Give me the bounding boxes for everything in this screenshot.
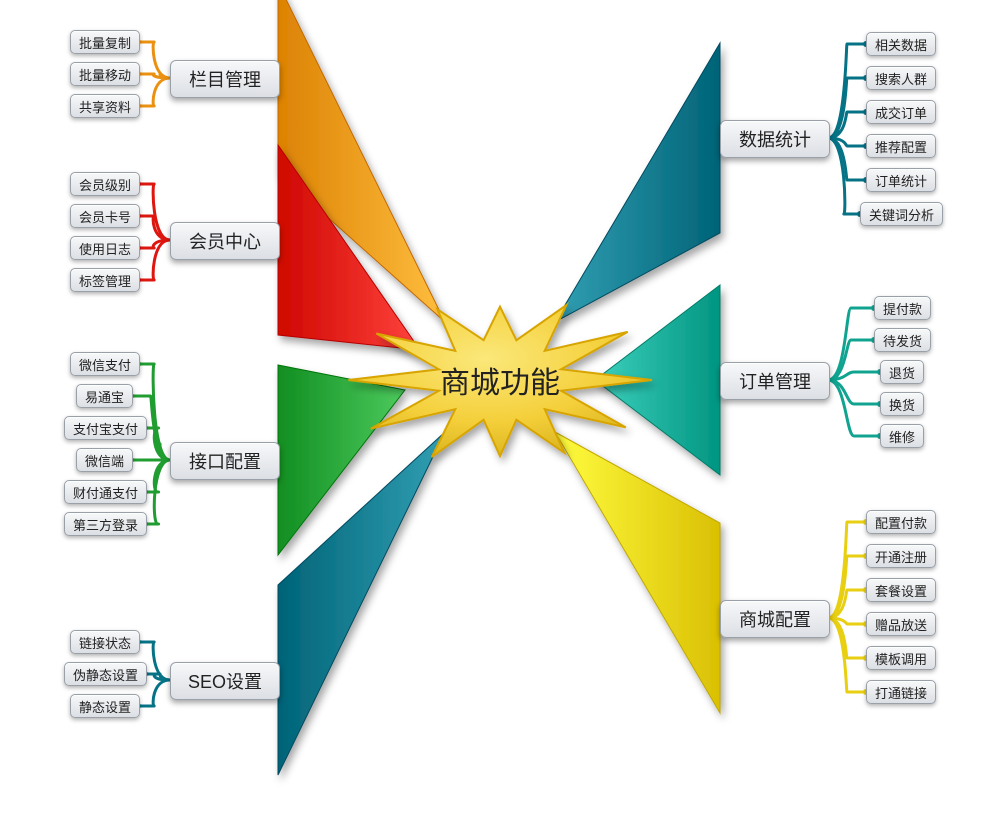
branch-seo: SEO设置 (170, 662, 280, 700)
leaf-member-2: 使用日志 (70, 236, 140, 260)
leaf-order-3: 换货 (880, 392, 924, 416)
center-node-label: 商城功能 (440, 358, 560, 402)
leaf-member-0: 会员级别 (70, 172, 140, 196)
leaf-config-4: 模板调用 (866, 646, 936, 670)
branch-api: 接口配置 (170, 442, 280, 480)
leaf-api-4: 财付通支付 (64, 480, 147, 504)
leaf-member-3: 标签管理 (70, 268, 140, 292)
leaf-seo-2: 静态设置 (70, 694, 140, 718)
leaf-stats-0: 相关数据 (866, 32, 936, 56)
leaf-seo-1: 伪静态设置 (64, 662, 147, 686)
leaf-api-3: 微信端 (76, 448, 133, 472)
leaf-config-5: 打通链接 (866, 680, 936, 704)
leaf-api-2: 支付宝支付 (64, 416, 147, 440)
leaf-stats-2: 成交订单 (866, 100, 936, 124)
leaf-order-0: 提付款 (874, 296, 931, 320)
leaf-seo-0: 链接状态 (70, 630, 140, 654)
leaf-config-1: 开通注册 (866, 544, 936, 568)
leaf-columns-0: 批量复制 (70, 30, 140, 54)
leaf-order-1: 待发货 (874, 328, 931, 352)
leaf-columns-2: 共享资料 (70, 94, 140, 118)
leaf-api-1: 易通宝 (76, 384, 133, 408)
leaf-stats-5: 关键词分析 (860, 202, 943, 226)
leaf-api-0: 微信支付 (70, 352, 140, 376)
branch-order: 订单管理 (720, 362, 830, 400)
leaf-columns-1: 批量移动 (70, 62, 140, 86)
leaf-config-0: 配置付款 (866, 510, 936, 534)
leaf-order-4: 维修 (880, 424, 924, 448)
leaf-order-2: 退货 (880, 360, 924, 384)
mindmap-svg (0, 0, 1000, 816)
branch-config: 商城配置 (720, 600, 830, 638)
branch-member: 会员中心 (170, 222, 280, 260)
leaf-api-5: 第三方登录 (64, 512, 147, 536)
branch-columns: 栏目管理 (170, 60, 280, 98)
leaf-stats-3: 推荐配置 (866, 134, 936, 158)
leaf-member-1: 会员卡号 (70, 204, 140, 228)
branch-stats: 数据统计 (720, 120, 830, 158)
leaf-stats-1: 搜索人群 (866, 66, 936, 90)
leaf-config-3: 赠品放送 (866, 612, 936, 636)
leaf-stats-4: 订单统计 (866, 168, 936, 192)
mindmap-stage: 商城功能 栏目管理 批量复制批量移动共享资料会员中心 会员级别会员卡号使用日志标签管… (0, 0, 1000, 816)
leaf-config-2: 套餐设置 (866, 578, 936, 602)
